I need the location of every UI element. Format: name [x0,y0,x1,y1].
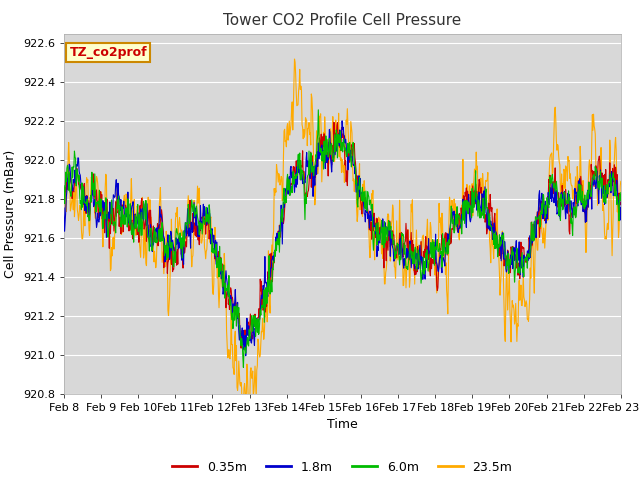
Legend: 0.35m, 1.8m, 6.0m, 23.5m: 0.35m, 1.8m, 6.0m, 23.5m [167,456,518,479]
Title: Tower CO2 Profile Cell Pressure: Tower CO2 Profile Cell Pressure [223,13,461,28]
Text: TZ_co2prof: TZ_co2prof [70,46,147,59]
Y-axis label: Cell Pressure (mBar): Cell Pressure (mBar) [4,149,17,278]
X-axis label: Time: Time [327,418,358,431]
